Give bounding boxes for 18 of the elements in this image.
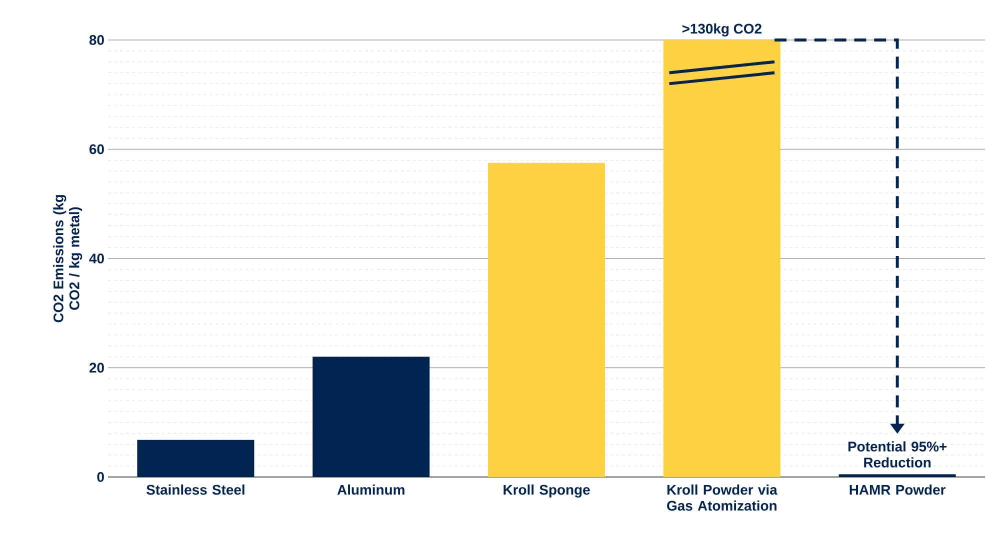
x-tick-label: Kroll Powder via Gas Atomization	[667, 484, 778, 511]
annotation: Potential 95%+ Reduction	[848, 441, 947, 468]
bar	[838, 474, 956, 477]
bar	[488, 162, 606, 477]
x-tick-label: Aluminum	[337, 484, 404, 495]
bar	[312, 356, 430, 477]
annotation: >130kg CO2	[682, 23, 762, 36]
y-tick-label: 20	[89, 362, 104, 373]
y-tick-label: 40	[89, 254, 104, 264]
x-tick-label: Kroll Sponge	[504, 484, 590, 498]
x-tick-label: Stainless Steel	[146, 484, 244, 495]
y-tick-label: 60	[89, 144, 104, 154]
bar	[663, 40, 780, 477]
bar	[137, 440, 254, 477]
y-tick-label: 80	[89, 35, 104, 45]
y-tick-label: 0	[97, 472, 104, 482]
y-axis-title: CO2 Emissions (kg CO2 / kg metal)	[53, 195, 82, 322]
x-tick-label: HAMR Powder	[850, 484, 946, 495]
